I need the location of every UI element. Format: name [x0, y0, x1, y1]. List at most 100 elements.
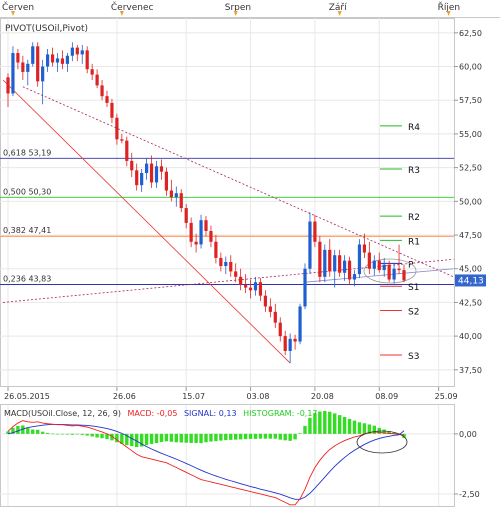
- month-label: Červenec: [111, 1, 154, 13]
- date-axis: [0, 387, 500, 403]
- candle-body: [164, 171, 168, 191]
- month-label: Říjen: [438, 2, 461, 13]
- candle-body: [382, 264, 386, 271]
- histogram-bar: [149, 433, 154, 444]
- histogram-bar: [45, 432, 50, 434]
- date-label: 26.05.2015: [4, 392, 50, 401]
- candle-body: [80, 50, 84, 55]
- candle-body: [100, 85, 104, 97]
- pivot-label: P: [408, 260, 414, 270]
- price-tick-label: 60,00: [459, 63, 482, 72]
- candle-body: [174, 193, 178, 198]
- price-tick-label: 57,50: [459, 96, 482, 105]
- pivot-label: R4: [408, 123, 420, 133]
- month-marker: [337, 11, 342, 16]
- histogram-bar: [303, 425, 307, 434]
- histogram-bar: [85, 433, 89, 436]
- candle-body: [219, 257, 223, 267]
- candle-body: [31, 46, 35, 64]
- histogram-bar: [95, 433, 99, 438]
- candle-body: [41, 66, 45, 82]
- histogram-bar: [50, 433, 55, 435]
- histogram-bar: [130, 433, 134, 447]
- histogram-bar: [164, 433, 169, 442]
- histogram-bar: [392, 432, 396, 434]
- fib-label: 0,500 50,30: [3, 187, 51, 196]
- candle-body: [179, 193, 183, 209]
- candle-body: [50, 54, 55, 63]
- price-tick-label: 50,00: [459, 197, 482, 206]
- candle-body: [130, 160, 134, 171]
- candle-body: [149, 163, 154, 183]
- histogram-bar: [6, 431, 10, 434]
- fibonacci-levels: 0,618 53,19 0,500 50,30 0,382 47,41 0,236 4…: [0, 148, 454, 285]
- last-price-marker: 44,13: [455, 274, 486, 287]
- candle-body: [347, 260, 352, 280]
- histogram-bar: [273, 433, 277, 439]
- fib-label: 0,236 43,83: [3, 274, 51, 283]
- histogram-bar: [253, 433, 258, 439]
- histogram-bar: [154, 433, 159, 443]
- date-labels: 26.05.2015 26.06 15.07 03.08 20.08 08.09 25.09…: [4, 387, 458, 401]
- candle-body: [115, 117, 119, 140]
- candle-body: [229, 261, 233, 272]
- candle-body: [244, 284, 248, 288]
- histogram-bar: [224, 433, 228, 441]
- candle-body: [11, 53, 15, 94]
- candle-body: [214, 241, 218, 258]
- histogram-bar: [382, 429, 386, 434]
- price-tick-label: 42,50: [459, 298, 482, 307]
- candle-body: [372, 260, 376, 269]
- candle-body: [204, 220, 208, 231]
- macd-panel: [0, 404, 455, 507]
- histogram-bar: [387, 430, 391, 434]
- candle-body: [343, 260, 347, 273]
- histogram-bar: [40, 431, 45, 434]
- histogram-bar: [234, 433, 238, 440]
- macd-histogram: [6, 411, 406, 448]
- candle-body: [357, 244, 362, 275]
- price-tick-label: 37,50: [459, 366, 482, 375]
- candle-body: [16, 53, 20, 63]
- candle-body: [70, 47, 74, 56]
- candle-body: [209, 230, 213, 242]
- candle-body: [333, 255, 337, 272]
- price-tick-label: 40,00: [459, 332, 482, 341]
- candle-body: [184, 208, 188, 223]
- date-label: 03.08: [247, 392, 270, 401]
- candle-body: [234, 271, 238, 277]
- histogram-bar: [31, 429, 35, 434]
- candle-body: [65, 55, 69, 64]
- histogram-bar: [199, 433, 203, 444]
- candle-body: [362, 244, 366, 253]
- histogram-bar: [90, 433, 94, 437]
- candle-body: [21, 62, 25, 72]
- price-tick-label: 55,00: [459, 130, 482, 139]
- histogram-bar: [120, 433, 124, 444]
- histogram-bar: [16, 425, 20, 434]
- macd-cross-circle: [356, 430, 408, 454]
- month-labels: Červen Červenec Srpen Září Říjen: [2, 1, 460, 16]
- date-label: 15.07: [182, 392, 205, 401]
- price-axis: 37,50 40,00 42,50 45,00 47,50 50,00 52,50 55,00…: [454, 29, 482, 375]
- candle-body: [6, 77, 10, 94]
- histogram-bar: [323, 411, 327, 434]
- histogram-bar: [36, 429, 40, 434]
- trendline: [22, 86, 454, 278]
- candle-body: [402, 270, 406, 281]
- candle-body: [248, 287, 253, 291]
- candle-body: [328, 249, 332, 272]
- histogram-bar: [258, 433, 263, 439]
- pivot-label: R2: [408, 213, 420, 223]
- price-tick-label: 47,50: [459, 231, 482, 240]
- price-tick-label: 52,50: [459, 164, 482, 173]
- histogram-bar: [21, 425, 25, 434]
- candle-body: [318, 241, 322, 277]
- date-label: 26.06: [113, 392, 136, 401]
- candle-body: [263, 295, 267, 307]
- histogram-bar: [11, 427, 15, 434]
- fib-label: 0,382 47,41: [3, 226, 51, 235]
- candle-body: [36, 46, 40, 82]
- histogram-bar: [80, 433, 84, 435]
